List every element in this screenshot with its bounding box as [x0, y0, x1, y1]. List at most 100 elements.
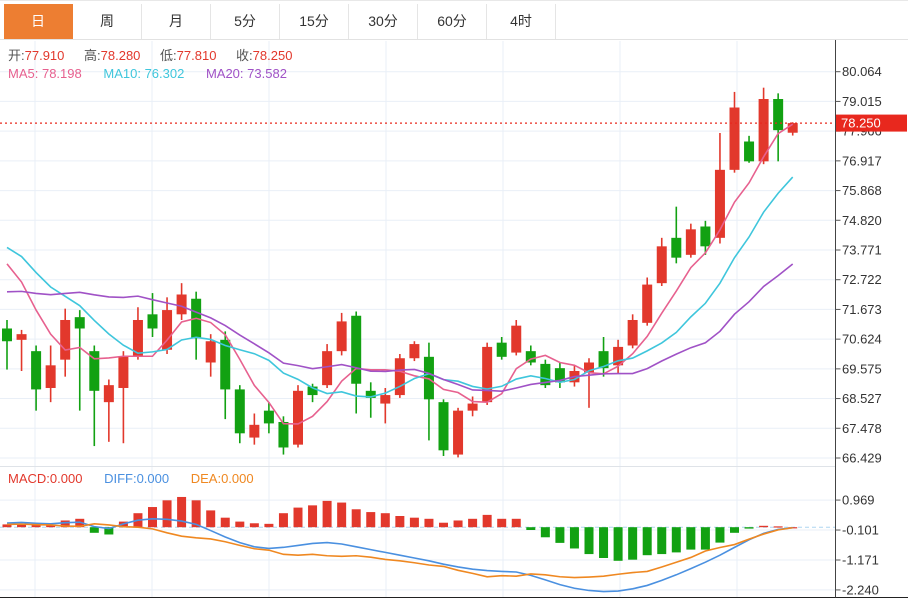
candle-body — [394, 358, 405, 396]
axis-tick-label: 67.478 — [842, 421, 882, 436]
axis-tick-label: 76.917 — [842, 153, 882, 168]
candle-body — [336, 321, 347, 352]
macd-hist-bar — [584, 527, 594, 555]
candle-body — [714, 169, 725, 238]
macd-hist-bar — [468, 518, 478, 528]
candle-body — [205, 341, 216, 363]
macd-hist-bar — [366, 512, 376, 528]
macd-hist-bar — [409, 517, 419, 528]
candle-body — [103, 385, 114, 403]
macd-hist-bar — [191, 500, 201, 528]
tab-4时[interactable]: 4时 — [487, 4, 556, 39]
candle-body — [380, 395, 391, 404]
macd-hist-bar — [453, 520, 463, 528]
tab-30分[interactable]: 30分 — [349, 4, 418, 39]
axis-tick-label: -2.240 — [842, 582, 879, 597]
ma20-line — [6, 263, 794, 392]
macd-hist-bar — [497, 518, 507, 528]
low-pair: 低:77.810 — [160, 48, 216, 63]
macd-hist-bar — [511, 518, 521, 528]
tab-15分[interactable]: 15分 — [280, 4, 349, 39]
axis-tick-label: 73.771 — [842, 242, 882, 257]
candle-body — [729, 107, 740, 170]
candle-body — [147, 314, 158, 329]
candle-body — [60, 319, 71, 360]
candlestick-layer — [2, 87, 798, 458]
macd-hist-bar — [60, 520, 70, 528]
candle-body — [554, 368, 565, 383]
candle-body — [220, 339, 231, 390]
axis-tick-label: 68.527 — [842, 391, 882, 406]
candle-body — [773, 99, 784, 131]
low-value: 77.810 — [176, 48, 217, 63]
axis-tick-label: 72.722 — [842, 272, 882, 287]
candle-body — [89, 351, 100, 391]
macd-hist-bar — [46, 524, 56, 528]
candle-body — [627, 319, 638, 346]
macd-hist-bar — [308, 505, 318, 528]
axis-tick-label: 80.064 — [842, 64, 882, 79]
macd-hist-bar — [439, 522, 448, 528]
tab-日[interactable]: 日 — [4, 4, 73, 39]
macd-hist-bar — [2, 524, 12, 528]
tab-月[interactable]: 月 — [142, 4, 211, 39]
macd-hist-bar — [322, 500, 332, 528]
diff-line — [6, 517, 793, 593]
candle-body — [365, 390, 376, 398]
ma20-item: MA20: 73.582 — [206, 66, 287, 81]
ma5-value: 78.198 — [41, 66, 82, 81]
macd-hist-bar — [540, 527, 550, 538]
high-pair: 高:78.280 — [84, 48, 140, 63]
ma10-item: MA10: 76.302 — [103, 66, 184, 81]
candle-body — [700, 226, 711, 247]
tab-5分[interactable]: 5分 — [211, 4, 280, 39]
ma5-item: MA5: 78.198 — [8, 66, 82, 81]
macd-layer — [0, 496, 836, 593]
candle-body — [525, 351, 536, 363]
macd-hist-bar — [148, 507, 157, 528]
candle-body — [234, 389, 245, 434]
macd-hist-bar — [773, 526, 783, 528]
candle-body — [584, 362, 594, 373]
open-value: 77.910 — [24, 48, 65, 63]
ma-lines-layer — [0, 122, 836, 425]
macd-hist-bar — [75, 518, 85, 528]
macd-hist-bar — [206, 510, 216, 528]
ohlc-legend: 开:77.910 高:78.280 低:77.810 收:78.250 — [8, 45, 308, 64]
macd-hist-bar — [759, 525, 769, 528]
candle-body — [118, 356, 129, 388]
macd-hist-bar — [671, 527, 681, 553]
macd-hist-bar — [715, 527, 725, 543]
axis-tick-label: -1.171 — [842, 552, 879, 567]
macd-hist-bar — [613, 527, 623, 561]
macd-hist-bar — [17, 523, 27, 528]
macd-hist-bar — [700, 527, 710, 550]
candle-body — [540, 363, 551, 386]
tab-60分[interactable]: 60分 — [418, 4, 487, 39]
candle-body — [74, 317, 85, 329]
candle-body — [496, 342, 507, 357]
macd-hist-bar — [177, 496, 187, 528]
macd-hist-bar — [569, 527, 579, 549]
dea-line — [6, 523, 793, 579]
candle-body — [744, 141, 755, 162]
high-value: 78.280 — [100, 48, 141, 63]
candle-body — [45, 365, 56, 388]
macd-hist-bar — [249, 523, 259, 528]
axis-tick-label: 66.429 — [842, 450, 882, 465]
candle-body — [16, 334, 27, 340]
candle-body — [409, 344, 420, 359]
candle-body — [685, 229, 696, 255]
candle-body — [176, 294, 187, 315]
macd-hist-bar — [293, 507, 303, 528]
candle-body — [656, 246, 667, 284]
open-label: 开: — [8, 48, 25, 63]
candle-body — [278, 421, 289, 448]
macd-hist-bar — [162, 500, 172, 528]
macd-hist-bar — [628, 527, 638, 560]
macd-label: MACD: — [8, 471, 50, 486]
tab-周[interactable]: 周 — [73, 4, 142, 39]
macd-hist-bar — [278, 513, 288, 528]
macd-hist-bar — [337, 502, 347, 528]
